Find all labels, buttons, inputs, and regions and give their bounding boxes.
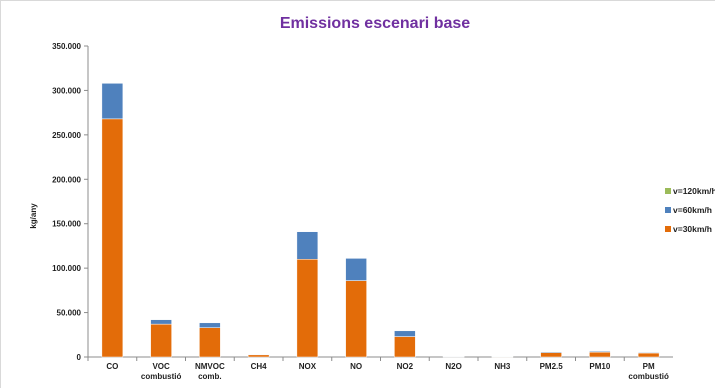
y-tick-label: 100.000 <box>52 264 81 273</box>
bar-segment <box>199 327 221 358</box>
category-label: PM2.5 <box>540 362 564 371</box>
bar-segment <box>637 352 660 354</box>
legend-swatch <box>665 188 671 194</box>
bar-segment <box>199 322 221 328</box>
bar-segment <box>589 350 611 353</box>
category-label: PM combustió <box>628 362 669 381</box>
bar-segment <box>247 354 270 358</box>
bar-segment <box>637 352 660 358</box>
axes <box>84 45 673 361</box>
y-tick-label: 0 <box>77 353 82 362</box>
category-label: N2O <box>445 362 461 371</box>
category-label: NO <box>350 362 362 371</box>
category-label: NOX <box>299 362 317 371</box>
category-label: NH3 <box>494 362 511 371</box>
bar-segment <box>247 354 270 356</box>
bar-segment <box>101 83 124 120</box>
bar-segment <box>394 330 416 337</box>
bar-segment <box>394 336 416 358</box>
bar-segment <box>491 356 514 358</box>
chart-title: Emissions escenari base <box>280 15 470 32</box>
category-label: NMVOC comb. <box>195 362 225 381</box>
bar-segment <box>150 323 172 358</box>
bar-segment <box>442 356 465 358</box>
category-label: NO2 <box>397 362 414 371</box>
bar-segment <box>589 351 611 358</box>
y-tick-label: 200.000 <box>52 175 81 184</box>
tick-labels: 0 50.000 100.000 150.000 200.000 250.000 300.0… <box>52 42 81 362</box>
bar-segment <box>345 280 367 358</box>
bar-segment <box>296 231 319 260</box>
category-label: PM10 <box>589 362 610 371</box>
bar-segment <box>150 319 172 325</box>
category-label: CH4 <box>251 362 268 371</box>
legend-label: v=60km/h <box>673 205 712 215</box>
category-label: VOC combustió <box>141 362 182 381</box>
legend-swatch <box>665 226 671 232</box>
y-tick-label: 150.000 <box>52 220 81 229</box>
y-tick-label: 50.000 <box>57 309 82 318</box>
bar-segment <box>296 259 319 358</box>
bar-segment <box>540 352 562 358</box>
bar-segment <box>345 258 367 281</box>
bar-segment <box>540 351 562 353</box>
bar-segment <box>101 118 124 358</box>
legend: v=120km/h v=60km/h v=30km/h <box>665 186 715 234</box>
y-tick-label: 250.000 <box>52 131 81 140</box>
bars <box>101 83 660 358</box>
y-tick-label: 350.000 <box>52 42 81 51</box>
legend-swatch <box>665 207 671 213</box>
legend-label: v=120km/h <box>673 186 715 196</box>
category-label: CO <box>106 362 118 371</box>
y-tick-label: 300.000 <box>52 86 81 95</box>
legend-label: v=30km/h <box>673 224 712 234</box>
y-axis-label: kg/any <box>29 203 38 229</box>
category-labels: CO VOC combustió NMVOC comb. CH4 NOX NO NO2 N2O NH… <box>106 362 669 381</box>
